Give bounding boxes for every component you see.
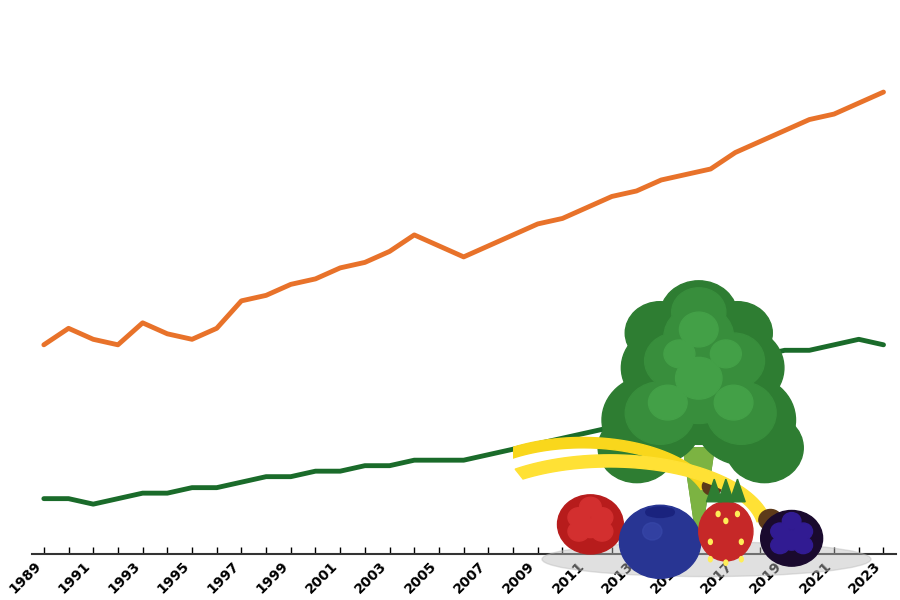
Polygon shape xyxy=(683,448,715,552)
Circle shape xyxy=(702,478,722,495)
Circle shape xyxy=(626,382,695,445)
Circle shape xyxy=(648,298,749,389)
Circle shape xyxy=(662,509,670,515)
Circle shape xyxy=(760,511,823,566)
Circle shape xyxy=(759,509,782,530)
Circle shape xyxy=(557,495,624,554)
Circle shape xyxy=(782,512,801,529)
Circle shape xyxy=(794,537,813,554)
Ellipse shape xyxy=(740,539,743,544)
Circle shape xyxy=(568,508,590,527)
Circle shape xyxy=(602,375,703,465)
Circle shape xyxy=(671,288,725,337)
Circle shape xyxy=(626,302,695,364)
Ellipse shape xyxy=(646,507,673,517)
Circle shape xyxy=(656,509,664,515)
Circle shape xyxy=(667,509,674,515)
Circle shape xyxy=(664,305,734,368)
Circle shape xyxy=(676,358,722,399)
Circle shape xyxy=(641,340,757,445)
Ellipse shape xyxy=(724,518,728,524)
Ellipse shape xyxy=(716,511,720,517)
Ellipse shape xyxy=(542,542,871,577)
Polygon shape xyxy=(718,479,734,502)
Circle shape xyxy=(643,523,662,540)
Polygon shape xyxy=(683,448,715,552)
Circle shape xyxy=(656,347,742,424)
Ellipse shape xyxy=(708,539,712,544)
Circle shape xyxy=(664,340,695,368)
Circle shape xyxy=(703,333,765,389)
Circle shape xyxy=(782,533,801,550)
Ellipse shape xyxy=(698,502,753,561)
Circle shape xyxy=(568,521,590,541)
Circle shape xyxy=(646,509,653,515)
Ellipse shape xyxy=(735,511,740,517)
Polygon shape xyxy=(706,479,722,502)
Circle shape xyxy=(591,508,613,527)
Circle shape xyxy=(703,302,772,364)
Polygon shape xyxy=(730,479,745,502)
Circle shape xyxy=(651,509,658,515)
Circle shape xyxy=(680,312,718,347)
Circle shape xyxy=(706,382,776,445)
Circle shape xyxy=(710,340,742,368)
Circle shape xyxy=(598,413,676,482)
Ellipse shape xyxy=(708,557,712,562)
Ellipse shape xyxy=(740,557,743,562)
Circle shape xyxy=(644,333,706,389)
Ellipse shape xyxy=(724,560,728,565)
Circle shape xyxy=(580,518,601,538)
Circle shape xyxy=(725,413,803,482)
Circle shape xyxy=(782,530,801,547)
Circle shape xyxy=(794,523,813,540)
Circle shape xyxy=(770,537,789,554)
Circle shape xyxy=(691,326,784,410)
Circle shape xyxy=(591,521,613,541)
Polygon shape xyxy=(474,437,712,490)
Circle shape xyxy=(660,281,737,350)
Circle shape xyxy=(621,326,715,410)
Circle shape xyxy=(695,375,796,465)
Circle shape xyxy=(580,497,601,517)
Circle shape xyxy=(648,385,688,420)
Circle shape xyxy=(715,385,753,420)
Circle shape xyxy=(619,505,701,578)
Polygon shape xyxy=(515,455,770,522)
Circle shape xyxy=(770,523,789,540)
